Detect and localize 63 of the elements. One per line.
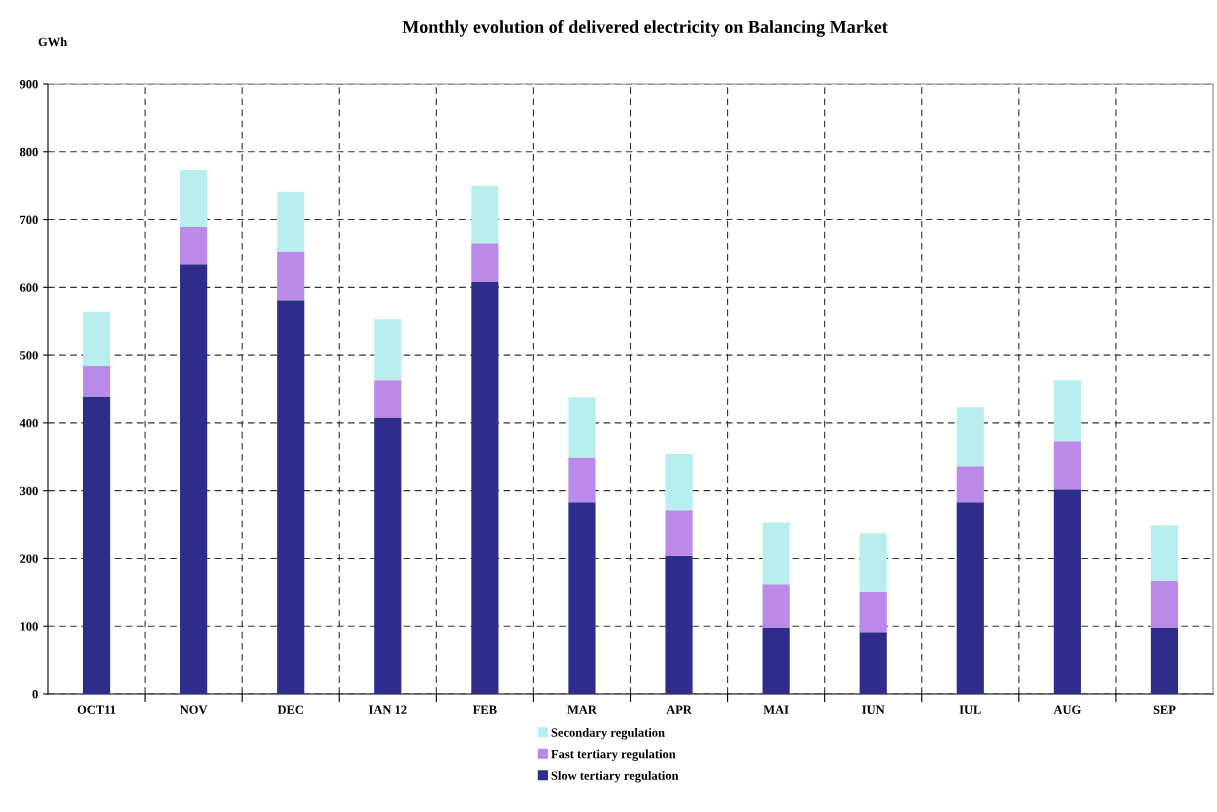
bar xyxy=(82,311,111,366)
bar xyxy=(180,170,208,228)
y-tick-label: 0 xyxy=(32,690,38,699)
y-tick-label: 600 xyxy=(19,283,38,292)
legend-label: Fast tertiary regulation xyxy=(551,749,676,761)
legend-label: Secondary regulation xyxy=(551,727,665,740)
bar xyxy=(374,380,402,418)
chart-title: Monthly evolution of delivered electricity on Balancing Market xyxy=(402,20,888,37)
x-tick-label: DEC xyxy=(277,705,303,714)
y-tick-label: 800 xyxy=(19,147,38,157)
bar xyxy=(471,281,499,694)
bar xyxy=(374,417,402,694)
y-axis-title: GWh xyxy=(38,37,67,47)
y-tick-label: 900 xyxy=(19,80,38,89)
bar xyxy=(180,227,208,265)
bar xyxy=(1053,380,1081,442)
bar xyxy=(180,264,208,694)
bar xyxy=(277,300,305,694)
legend-label: Slow tertiary regulation xyxy=(551,770,679,783)
bar xyxy=(665,510,693,556)
bar xyxy=(277,251,305,301)
x-tick-label: MAI xyxy=(763,705,789,714)
y-tick-label: 300 xyxy=(20,486,38,496)
bar xyxy=(859,591,887,633)
bar xyxy=(568,457,596,503)
x-tick-label: FEB xyxy=(472,705,497,714)
bar xyxy=(1053,441,1081,490)
x-tick-label: APR xyxy=(666,705,692,714)
bar xyxy=(762,522,790,585)
x-tick-label: AUG xyxy=(1053,705,1081,714)
bar xyxy=(665,555,693,694)
bar xyxy=(665,454,693,511)
x-tick-label: IAN 12 xyxy=(368,705,407,714)
bar xyxy=(82,396,111,694)
x-tick-label: OCT11 xyxy=(77,705,116,714)
bar xyxy=(859,533,887,592)
bar xyxy=(956,407,984,467)
bar xyxy=(82,365,111,397)
bar xyxy=(1053,489,1081,694)
x-tick-label: IUN xyxy=(862,705,885,714)
y-tick-label: 500 xyxy=(20,351,38,360)
bar xyxy=(374,319,402,381)
bar xyxy=(568,502,596,694)
bar xyxy=(762,584,790,628)
x-tick-label: IUL xyxy=(959,705,981,714)
y-tick-label: 100 xyxy=(20,622,38,631)
x-tick-label: MAR xyxy=(567,705,597,714)
bar xyxy=(1150,525,1179,581)
bar xyxy=(859,632,887,694)
bar xyxy=(568,397,596,458)
bar xyxy=(956,502,984,694)
x-tick-label: SEP xyxy=(1153,705,1176,714)
bar xyxy=(1150,580,1179,628)
bar xyxy=(762,627,790,694)
y-tick-label: 700 xyxy=(20,215,38,225)
x-tick-label: NOV xyxy=(179,705,208,714)
bar xyxy=(956,466,984,503)
bar xyxy=(471,185,499,244)
y-tick-label: 200 xyxy=(20,554,38,563)
bar xyxy=(277,191,305,252)
bar xyxy=(471,243,499,282)
bar xyxy=(1150,627,1179,694)
y-tick-label: 400 xyxy=(19,418,38,428)
